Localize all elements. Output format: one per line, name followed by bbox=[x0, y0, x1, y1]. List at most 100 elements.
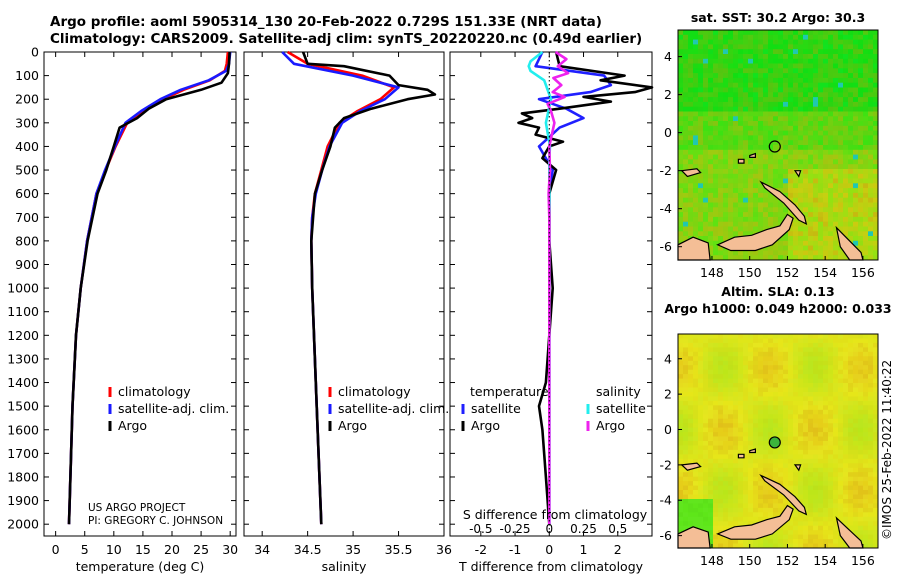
s-tick-label: 0.25 bbox=[570, 522, 597, 536]
salinity-legend-climatology: climatology bbox=[338, 384, 411, 399]
ytick-label: 1100 bbox=[7, 304, 39, 319]
xtick-label: 35 bbox=[345, 542, 361, 557]
ytick-label: 1900 bbox=[7, 493, 39, 508]
ytick-label: 1300 bbox=[7, 351, 39, 366]
sst_map-frame bbox=[677, 29, 879, 261]
temperature-xlabel: temperature (deg C) bbox=[76, 559, 205, 574]
ytick-label: 900 bbox=[15, 257, 39, 272]
xtick-label: 5 bbox=[81, 542, 89, 557]
difference-legend-title-salinity: salinity bbox=[596, 384, 641, 399]
xtick-label: 25 bbox=[193, 542, 209, 557]
difference-xlabel: T difference from climatology bbox=[458, 559, 644, 574]
salinity-series-argo bbox=[301, 51, 437, 525]
xtick-label: 0 bbox=[52, 542, 60, 557]
s-tick-label: 0.5 bbox=[608, 522, 627, 536]
map-xtick-label: 152 bbox=[776, 553, 800, 568]
xtick-label: 1 bbox=[580, 542, 588, 557]
map-land bbox=[749, 448, 756, 454]
sst_map-panel: 148 150 152 154 156 -6 -4 -2 0 2 4 bbox=[660, 29, 879, 280]
ytick-label: 200 bbox=[15, 92, 39, 107]
temperature-series-argo bbox=[67, 51, 231, 525]
sst_map-heat-cells bbox=[678, 30, 879, 261]
map-land bbox=[680, 462, 702, 471]
map-land bbox=[759, 180, 808, 226]
sla-map-title: Altim. SLA: 0.13 bbox=[721, 284, 834, 299]
ytick-label: 1500 bbox=[7, 399, 39, 414]
xtick-label: 10 bbox=[106, 542, 122, 557]
sla_map-frame bbox=[677, 333, 879, 549]
temperature-legend-climatology: climatology bbox=[118, 384, 191, 399]
ytick-label: 1400 bbox=[7, 375, 39, 390]
map-land bbox=[759, 473, 808, 516]
map-land bbox=[749, 152, 756, 158]
ytick-label: 600 bbox=[15, 186, 39, 201]
sst-map-title: sat. SST: 30.2 Argo: 30.3 bbox=[691, 10, 865, 25]
map-xtick-label: 148 bbox=[700, 265, 724, 280]
xtick-label: 15 bbox=[135, 542, 151, 557]
xtick-label: 20 bbox=[164, 542, 180, 557]
ytick-label: 1200 bbox=[7, 328, 39, 343]
salinity-legend-satellite-adj: satellite-adj. clim. bbox=[338, 401, 449, 416]
xtick-label: 36 bbox=[436, 542, 452, 557]
map-ytick-label: -4 bbox=[660, 201, 673, 216]
map-ytick-label: 2 bbox=[664, 387, 672, 402]
xtick-label: 2 bbox=[614, 542, 622, 557]
map-ytick-label: 0 bbox=[664, 125, 672, 140]
map-ytick-label: 4 bbox=[664, 49, 672, 64]
map-xtick-label: 148 bbox=[700, 553, 724, 568]
map-ytick-label: -2 bbox=[660, 163, 672, 178]
sla_map-argo-marker bbox=[768, 436, 781, 449]
difference-legend-title-temperature: temperature bbox=[470, 384, 549, 399]
map-ytick-label: -6 bbox=[660, 528, 673, 543]
salinity-panel: 34 34.5 35 35.5 36 salinity climatology satelli… bbox=[243, 50, 452, 574]
ytick-label: 1800 bbox=[7, 469, 39, 484]
ytick-label: 1600 bbox=[7, 422, 39, 437]
map-ytick-label: -4 bbox=[660, 493, 673, 508]
map-land bbox=[793, 170, 802, 178]
copyright-stamp: ©IMOS 25-Feb-2022 11:40:22 bbox=[880, 359, 894, 540]
ytick-label: 300 bbox=[15, 115, 39, 130]
ytick-label: 100 bbox=[15, 68, 39, 83]
xtick-label: 35.5 bbox=[385, 542, 413, 557]
map-ytick-label: -6 bbox=[660, 239, 673, 254]
salinity-legend-argo: Argo bbox=[338, 418, 367, 433]
difference-panel: -2 -1 0 1 2 T difference from climatology S di… bbox=[449, 50, 654, 574]
ytick-label: 1700 bbox=[7, 446, 39, 461]
credit-line1: US ARGO PROJECT bbox=[88, 502, 186, 514]
map-xtick-label: 154 bbox=[813, 265, 837, 280]
s-tick-label: -0.5 bbox=[469, 522, 492, 536]
xtick-label: 34 bbox=[254, 542, 270, 557]
difference-s-xlabel: S difference from climatology bbox=[463, 507, 648, 522]
credit-line2: PI: GREGORY C. JOHNSON bbox=[88, 515, 224, 527]
map-xtick-label: 154 bbox=[813, 553, 837, 568]
ytick-label: 700 bbox=[15, 210, 39, 225]
xtick-label: 30 bbox=[222, 542, 238, 557]
ytick-label: 800 bbox=[15, 233, 39, 248]
xtick-label: 34.5 bbox=[294, 542, 322, 557]
salinity-xlabel: salinity bbox=[322, 559, 367, 574]
temperature-panel: 0100200300400500600700800900100011001200… bbox=[7, 45, 238, 575]
ytick-label: 0 bbox=[31, 45, 39, 60]
map-land bbox=[680, 168, 702, 178]
map-ytick-label: -2 bbox=[660, 457, 672, 472]
difference-series-t-argo bbox=[517, 51, 654, 525]
xtick-label: 0 bbox=[545, 542, 553, 557]
figure-title-line1: Argo profile: aoml 5905314_130 20-Feb-20… bbox=[50, 14, 602, 30]
s-tick-label: 0 bbox=[545, 522, 553, 536]
map-land bbox=[737, 158, 745, 164]
sla_map-panel: 148 150 152 154 156 -6 -4 -2 0 2 4 bbox=[660, 333, 879, 568]
difference-legend-s-satellite: satellite bbox=[596, 401, 646, 416]
map-land bbox=[716, 213, 794, 252]
figure-title-line2: Climatology: CARS2009. Satellite-adj cli… bbox=[50, 31, 643, 47]
difference-legend-s-argo: Argo bbox=[596, 418, 625, 433]
sla-map-subtitle: Argo h1000: 0.049 h2000: 0.033 bbox=[664, 301, 891, 316]
temperature-legend-argo: Argo bbox=[118, 418, 147, 433]
ytick-label: 1000 bbox=[7, 281, 39, 296]
map-xtick-label: 150 bbox=[738, 265, 762, 280]
map-land bbox=[737, 453, 745, 459]
sla_map-heat-cells bbox=[678, 334, 879, 549]
xtick-label: -2 bbox=[475, 542, 487, 557]
ytick-label: 500 bbox=[15, 163, 39, 178]
sst_map-argo-marker bbox=[768, 140, 781, 153]
